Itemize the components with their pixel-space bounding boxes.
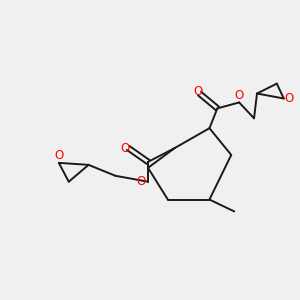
Text: O: O bbox=[121, 142, 130, 154]
Text: O: O bbox=[284, 92, 294, 105]
Text: O: O bbox=[136, 175, 145, 188]
Text: O: O bbox=[194, 85, 203, 98]
Text: O: O bbox=[54, 149, 64, 162]
Text: O: O bbox=[235, 88, 244, 101]
